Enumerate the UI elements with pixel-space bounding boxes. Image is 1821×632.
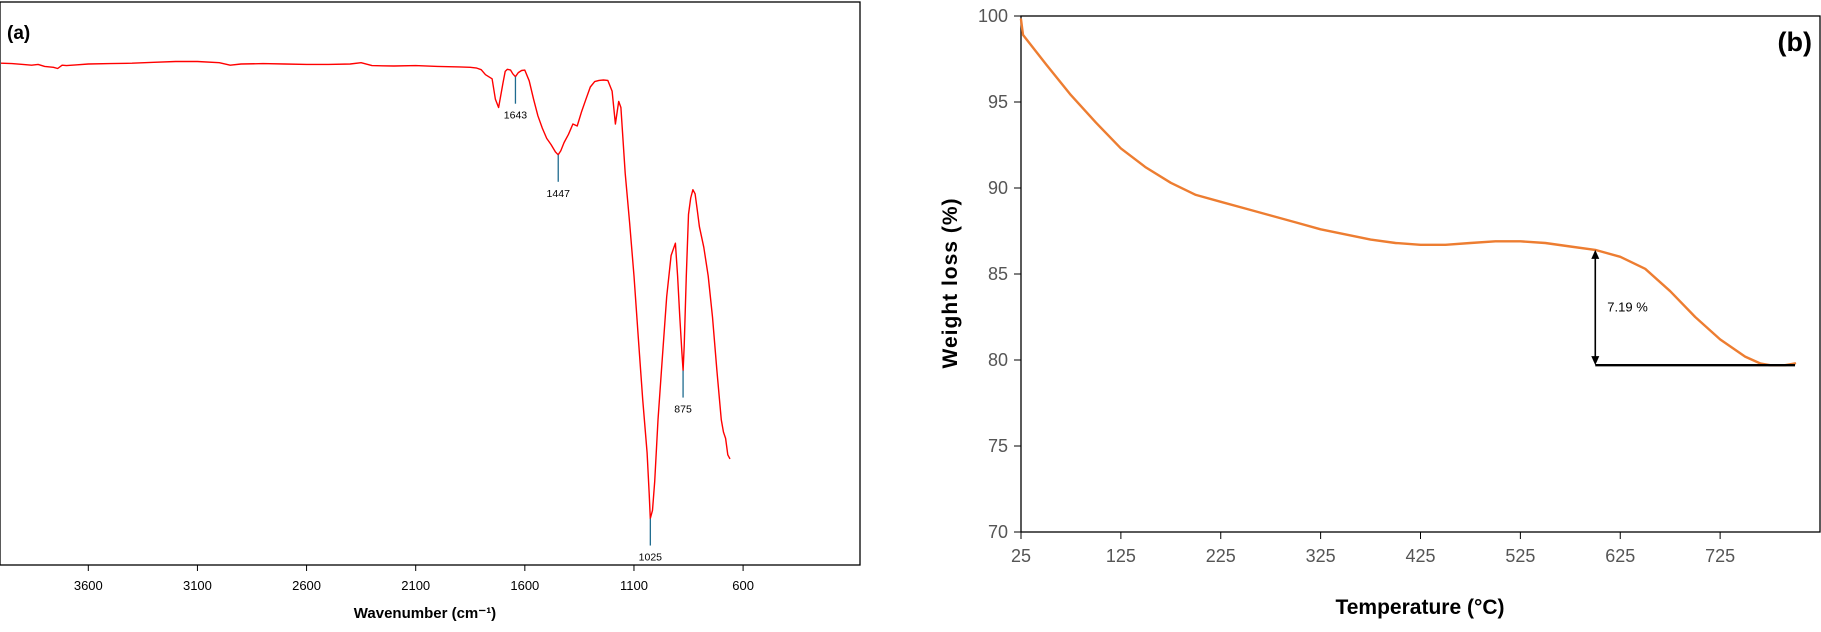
ftir-x-tick-label: 3100: [183, 578, 212, 593]
tga-y-tick-label: 95: [988, 92, 1008, 112]
tga-x-tick-label: 725: [1705, 546, 1735, 566]
tga-y-tick-label: 85: [988, 264, 1008, 284]
ftir-x-tick-label: 1100: [620, 578, 648, 593]
ftir-panel: (a) 3600 3100 2600 2100 1600 1100 600 1643 1447…: [0, 1, 861, 622]
tga-weight-line: [1019, 18, 1797, 367]
ftir-peak-annotations: 1643 1447 875 1025: [504, 76, 692, 564]
ftir-x-tick-label: 600: [732, 578, 754, 593]
peak-label-1447: 1447: [547, 188, 571, 200]
ftir-panel-label: (a): [7, 23, 30, 44]
peak-label-1643: 1643: [504, 110, 528, 122]
tga-y-tick-label: 80: [988, 350, 1008, 370]
tga-y-tick-label: 100: [978, 6, 1008, 26]
tga-annotation: 7.19 %: [1591, 249, 1796, 367]
tga-plot-frame: [1020, 15, 1821, 533]
tga-x-tick-label: 325: [1306, 546, 1336, 566]
ftir-x-axis-label: Wavenumber (cm⁻¹): [354, 605, 496, 622]
weight-loss-value: 7.19 %: [1607, 300, 1648, 315]
ftir-x-tick-label: 2100: [401, 578, 430, 593]
tga-y-tick-label: 90: [988, 178, 1008, 198]
ftir-spectrum-line: [0, 60, 731, 520]
tga-x-tick-label: 425: [1405, 546, 1435, 566]
tga-x-tick-label: 625: [1605, 546, 1635, 566]
tga-x-tick-label: 525: [1505, 546, 1535, 566]
arrow-head-up: [1591, 249, 1600, 259]
tga-x-tick-label: 125: [1106, 546, 1136, 566]
arrow-head-down: [1591, 356, 1600, 366]
tga-x-axis-label: Temperature (°C): [1335, 596, 1504, 619]
ftir-x-tick-label: 1600: [510, 578, 539, 593]
tga-panel-label: (b): [1778, 27, 1812, 57]
tga-curve: [1019, 18, 1797, 367]
peak-label-1025: 1025: [639, 552, 663, 564]
ftir-x-axis: 3600 3100 2600 2100 1600 1100 600: [74, 565, 754, 593]
peak-label-875: 875: [674, 404, 692, 416]
tga-y-tick-label: 70: [988, 522, 1008, 542]
ftir-x-tick-label: 2600: [292, 578, 321, 593]
tga-y-tick-label: 75: [988, 436, 1008, 456]
ftir-spectrum: [0, 60, 731, 520]
tga-x-tick-label: 25: [1011, 546, 1031, 566]
ftir-x-tick-label: 3600: [74, 578, 103, 593]
tga-axes: 70 75 80 85 90 95 100 25 125 225 325 425 525 625 725: [978, 6, 1735, 566]
tga-y-axis-label: Weight loss (%): [939, 198, 962, 369]
ftir-plot-frame: [0, 1, 861, 566]
tga-x-tick-label: 225: [1206, 546, 1236, 566]
